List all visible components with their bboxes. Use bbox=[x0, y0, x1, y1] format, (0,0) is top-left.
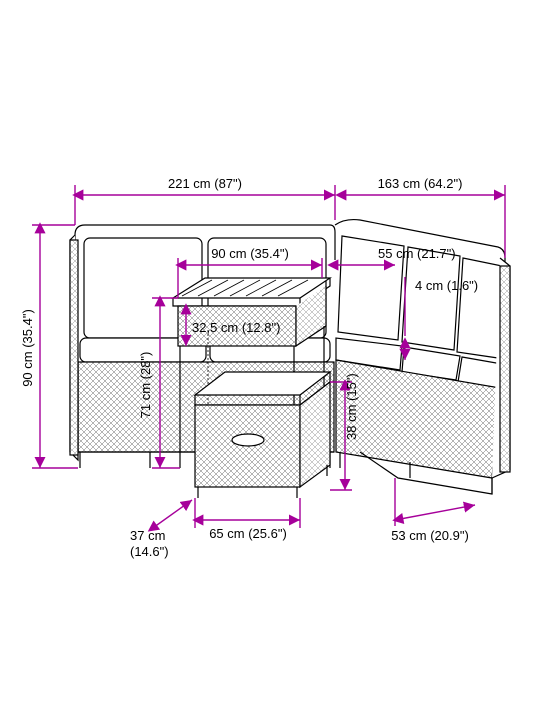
dimensioned-drawing: 221 cm (87") 163 cm (64.2") 90 cm (35.4"… bbox=[0, 0, 540, 720]
label-38: 38 cm (15") bbox=[344, 373, 359, 440]
label-4: 4 cm (1.6") bbox=[415, 278, 478, 293]
label-53: 53 cm (20.9") bbox=[391, 528, 469, 543]
dim-53 bbox=[395, 505, 475, 520]
label-65: 65 cm (25.6") bbox=[209, 526, 287, 541]
diagram-root: 221 cm (87") 163 cm (64.2") 90 cm (35.4"… bbox=[0, 0, 540, 720]
dim-37 bbox=[150, 500, 192, 530]
furniture-group bbox=[70, 220, 510, 498]
label-37-l2: (14.6") bbox=[130, 544, 169, 559]
label-221: 221 cm (87") bbox=[168, 176, 242, 191]
label-37-l1: 37 cm bbox=[130, 528, 165, 543]
label-71: 71 cm (28") bbox=[138, 352, 153, 419]
label-table-90: 90 cm (35.4") bbox=[211, 246, 289, 261]
label-32p5: 32,5 cm (12.8") bbox=[192, 320, 280, 335]
label-90h: 90 cm (35.4") bbox=[20, 309, 35, 387]
label-55: 55 cm (21.7") bbox=[378, 246, 456, 261]
label-163: 163 cm (64.2") bbox=[378, 176, 463, 191]
